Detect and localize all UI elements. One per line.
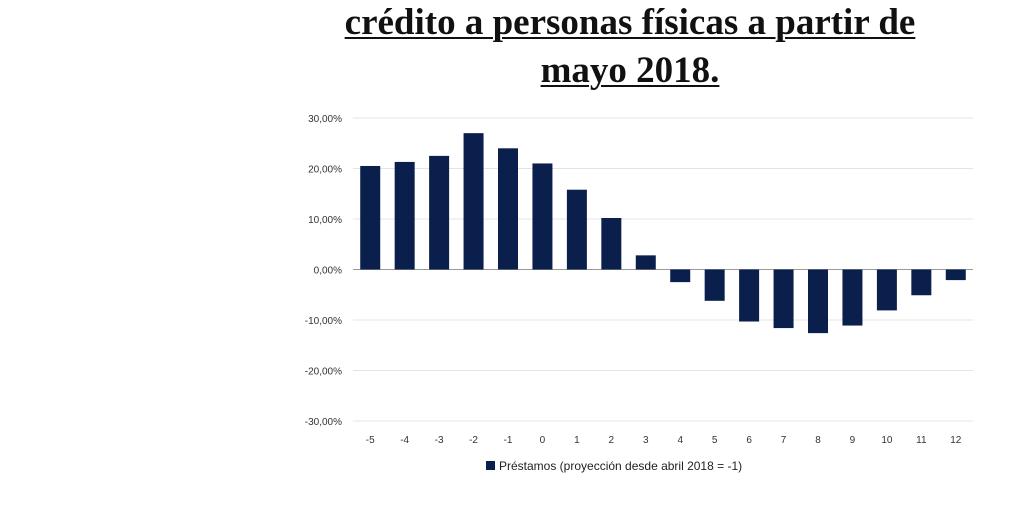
bars — [360, 133, 966, 334]
x-tick-label: 4 — [677, 435, 683, 446]
bar — [360, 165, 381, 270]
y-tick-label: -20,00% — [305, 367, 342, 378]
bar — [463, 133, 484, 270]
y-tick-label: 20,00% — [308, 165, 342, 176]
x-tick-label: 6 — [746, 435, 752, 446]
x-tick-label: 11 — [916, 435, 927, 446]
x-tick-label: 3 — [643, 435, 649, 446]
x-tick-label: -4 — [400, 435, 409, 446]
y-axis-ticks: 30,00% 20,00% 10,00% 0,00% -10,00% -20,00% -30… — [305, 114, 342, 428]
bar — [773, 269, 794, 329]
x-tick-label: 0 — [540, 435, 546, 446]
legend-swatch — [486, 461, 495, 470]
x-tick-label: 2 — [609, 435, 615, 446]
bar — [945, 269, 966, 281]
x-tick-label: -3 — [435, 435, 444, 446]
bar — [739, 269, 760, 322]
bar — [394, 161, 415, 270]
bar — [911, 269, 932, 296]
bar — [429, 155, 450, 270]
x-tick-label: 5 — [712, 435, 718, 446]
x-tick-label: 1 — [574, 435, 580, 446]
x-tick-label: -5 — [366, 435, 375, 446]
x-tick-label: -1 — [504, 435, 513, 446]
bar — [842, 269, 863, 326]
bar — [808, 269, 828, 334]
bar — [498, 148, 518, 270]
x-axis-ticks: -5 -4 -3 -2 -1 0 1 2 3 4 5 6 7 8 9 10 11 12 — [366, 435, 962, 446]
x-tick-label: 9 — [850, 435, 856, 446]
bar — [704, 269, 725, 301]
x-tick-label: 8 — [815, 435, 821, 446]
y-tick-label: -30,00% — [305, 417, 342, 428]
y-tick-label: -10,00% — [305, 316, 342, 327]
chart-title-line2: mayo 2018. — [540, 50, 720, 91]
chart-title-line1: crédito a personas físicas a partir de — [344, 2, 916, 43]
x-tick-label: 12 — [950, 435, 962, 446]
bar — [670, 269, 691, 283]
x-tick-label: 10 — [881, 435, 893, 446]
bar — [601, 217, 622, 270]
x-tick-label: 7 — [781, 435, 787, 446]
x-tick-label: -2 — [469, 435, 478, 446]
legend: Préstamos (proyección desde abril 2018 =… — [486, 459, 742, 473]
bar — [635, 255, 656, 270]
bar — [876, 269, 897, 311]
y-tick-label: 30,00% — [308, 114, 342, 125]
bar — [566, 189, 587, 270]
y-tick-label: 10,00% — [308, 215, 342, 226]
y-tick-label: 0,00% — [314, 266, 342, 277]
bar — [532, 163, 553, 270]
gridlines — [353, 117, 973, 422]
legend-label: Préstamos (proyección desde abril 2018 =… — [499, 459, 742, 473]
